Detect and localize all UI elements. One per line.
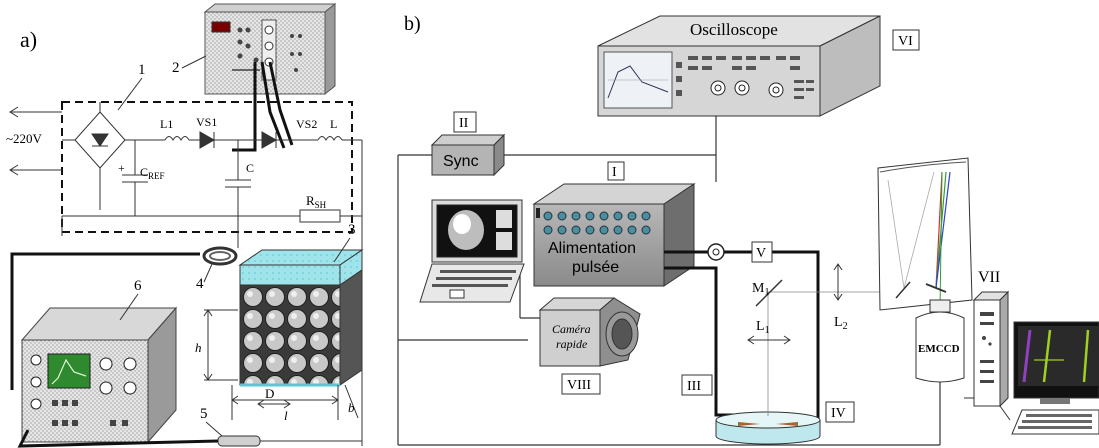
- camera-line1: Caméra: [552, 322, 591, 336]
- oscilloscope-a: [20, 306, 178, 444]
- label-4: 4: [196, 276, 204, 292]
- roman-ii: II: [459, 116, 469, 131]
- label-plus: +: [118, 161, 125, 175]
- probe: [217, 435, 261, 447]
- enclosure-dashed: [61, 101, 353, 233]
- label-c: C: [246, 161, 254, 175]
- coil: [202, 246, 238, 266]
- mirror-m1: [755, 279, 783, 307]
- roman-iii-box: [681, 374, 713, 396]
- label-1: 1: [138, 62, 146, 78]
- label-2: 2: [172, 60, 180, 76]
- label-l1: L1: [160, 117, 173, 131]
- control-unit: [203, 2, 337, 96]
- emccd-label: EMCCD: [918, 343, 960, 355]
- load-box: [238, 249, 364, 387]
- label-3: 3: [348, 222, 356, 238]
- power-supply-line2: pulsée: [572, 259, 619, 276]
- roman-viii: VIII: [567, 378, 591, 393]
- label-6: 6: [134, 278, 142, 294]
- reactor-dish: [715, 411, 821, 445]
- roman-v: V: [756, 246, 766, 261]
- label-vs1: VS1: [196, 115, 217, 129]
- oscilloscope-title: Oscilloscope: [690, 20, 778, 39]
- desktop-pc: [964, 290, 1010, 408]
- power-supply: [532, 183, 696, 287]
- label-5: 5: [200, 406, 208, 422]
- roman-iii: III: [687, 379, 701, 394]
- roman-i-box: [607, 161, 625, 181]
- panel-b: b): [397, 13, 1099, 446]
- laptop: [419, 199, 525, 303]
- dim-l: l: [284, 408, 288, 423]
- roman-ii-box: [453, 111, 477, 133]
- label-l1-lens: L1: [756, 319, 770, 336]
- roman-vi-box: [892, 29, 920, 51]
- roman-viii-box: [561, 373, 601, 395]
- dim-b: b: [348, 400, 355, 415]
- sync-label: Sync: [443, 153, 479, 170]
- label-m1: M1: [752, 281, 769, 298]
- panel-a: a) 2 ~220V: [6, 2, 364, 448]
- roman-v-box: [751, 241, 773, 263]
- label-l: L: [330, 117, 337, 131]
- roman-i: I: [612, 165, 617, 180]
- label-cref: CREF: [140, 165, 165, 181]
- rectifier: [62, 102, 160, 210]
- roman-vi: VI: [898, 34, 913, 49]
- dim-d: D: [265, 386, 274, 401]
- roman-vii: VII: [978, 269, 1000, 286]
- roman-iv-box: [825, 401, 855, 423]
- power-supply-line1: Alimentation: [548, 240, 636, 257]
- emccd-camera: [915, 299, 965, 383]
- shunt-resistor: [299, 209, 341, 223]
- oscilloscope-b: [597, 15, 881, 117]
- dim-h: h: [195, 340, 202, 355]
- spectrometer: [877, 157, 973, 311]
- label-vs2: VS2: [296, 117, 317, 131]
- roman-iv: IV: [831, 406, 846, 421]
- monitor: [1013, 321, 1099, 404]
- keyboard: [999, 405, 1099, 435]
- label-rsh: RSH: [306, 193, 327, 210]
- label-l2-lens: L2: [834, 315, 848, 332]
- fast-camera: [538, 297, 641, 367]
- sync-box: [430, 133, 506, 177]
- camera-line2: rapide: [556, 337, 588, 351]
- panel-a-label: a): [20, 27, 37, 52]
- mains-label: ~220V: [6, 131, 43, 146]
- panel-b-label: b): [404, 13, 421, 35]
